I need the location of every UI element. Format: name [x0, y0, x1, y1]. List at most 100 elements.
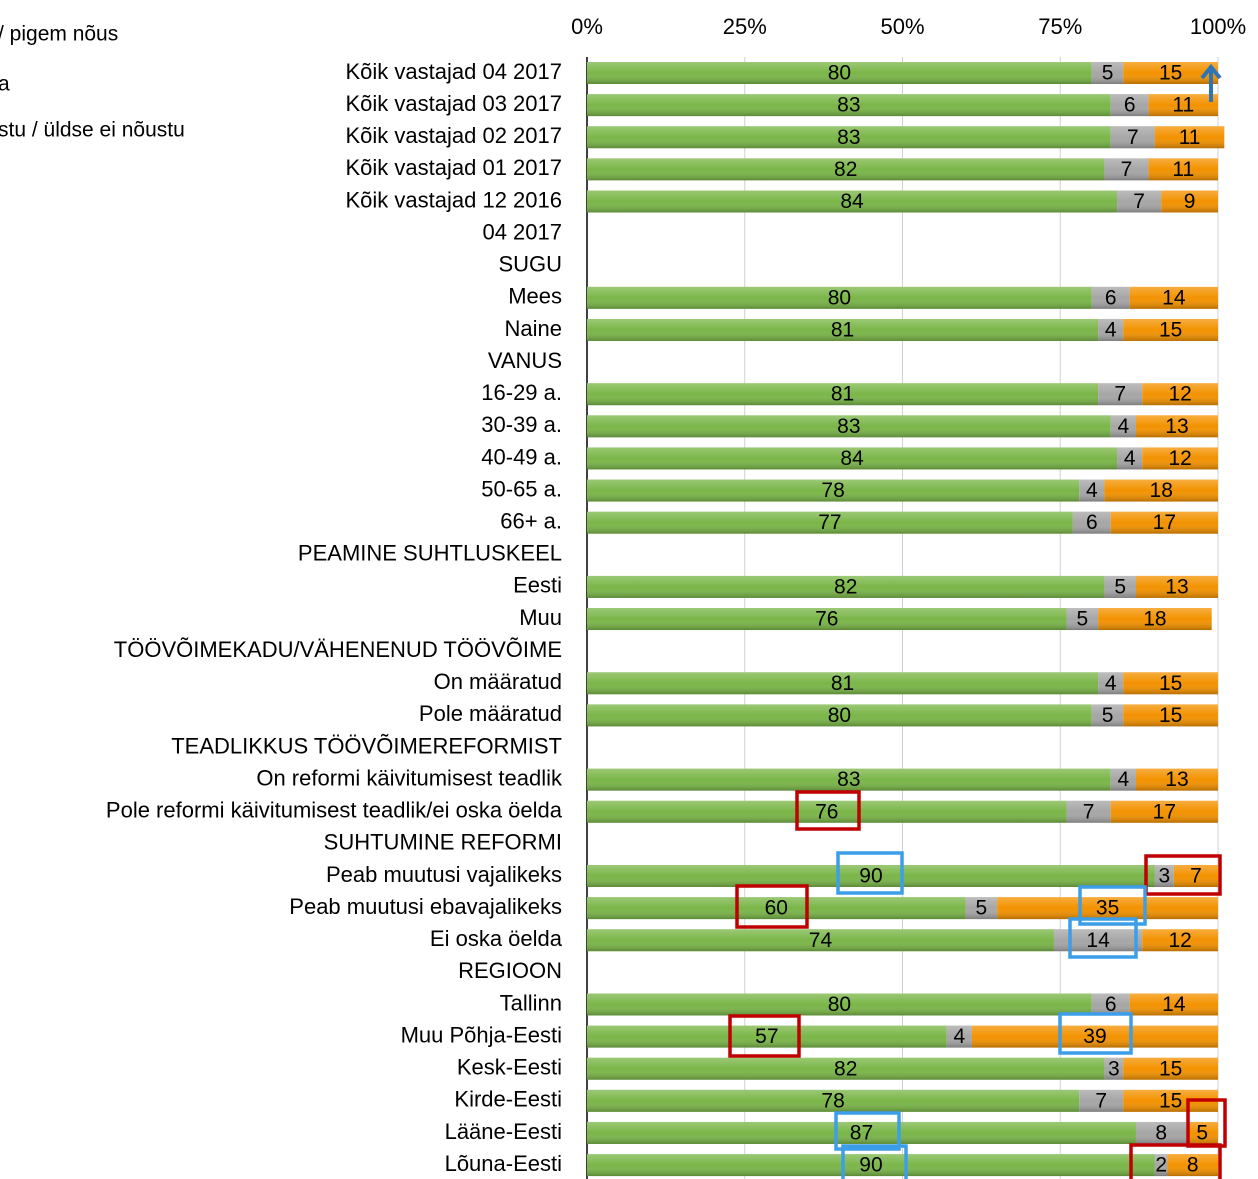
bar-shade — [587, 1121, 1136, 1144]
value-label: 4 — [1118, 768, 1130, 791]
bar-shade — [1142, 383, 1218, 406]
value-label: 7 — [1127, 126, 1139, 149]
bar-shade — [587, 800, 1067, 823]
bar-shade — [1148, 158, 1218, 181]
value-label: 5 — [1114, 575, 1126, 598]
value-label: 39 — [1083, 1025, 1106, 1048]
value-label: 5 — [976, 897, 988, 920]
bar-shade — [1098, 672, 1124, 695]
category-label: Lääne-Eesti — [445, 1119, 562, 1144]
bar-shade — [1154, 865, 1174, 887]
category-label: Peab muutusi ebavajalikeks — [289, 894, 562, 919]
value-label: 12 — [1168, 447, 1191, 470]
bar-shade — [1091, 286, 1130, 309]
bar-shade — [587, 62, 1092, 84]
bar-shade — [1091, 993, 1130, 1016]
highlight-box — [728, 1014, 801, 1058]
bar-shade — [1079, 479, 1105, 502]
value-label: 4 — [1118, 415, 1130, 438]
bar-shade — [587, 929, 1054, 952]
value-label: 7 — [1121, 158, 1133, 181]
x-tick-label: 50% — [880, 14, 924, 39]
category-label: Kesk-Eesti — [457, 1055, 562, 1080]
value-label: 18 — [1143, 608, 1166, 631]
bar-shade — [587, 158, 1105, 181]
value-label: 18 — [1150, 479, 1173, 502]
value-label: 6 — [1124, 94, 1136, 117]
value-label: 15 — [1159, 1057, 1182, 1080]
bar-shade — [1148, 94, 1218, 117]
value-label: 83 — [837, 94, 860, 117]
bar-shade — [587, 318, 1099, 341]
bar-shade — [587, 608, 1067, 631]
value-label: 14 — [1162, 286, 1186, 309]
value-label: 8 — [1155, 1122, 1167, 1145]
bar-shade — [1123, 1057, 1218, 1080]
value-label: 11 — [1172, 158, 1194, 181]
value-label: 7 — [1083, 800, 1095, 823]
highlight-box — [1129, 1143, 1222, 1179]
bar-shade — [587, 126, 1111, 149]
bar-shade — [1154, 126, 1225, 149]
bar-shade — [1110, 800, 1218, 823]
category-label: Peab muutusi vajalikeks — [326, 862, 562, 887]
value-label: 4 — [1124, 447, 1136, 470]
category-label: VANUS — [488, 348, 562, 373]
value-label: 84 — [840, 190, 864, 213]
bar-shade — [1098, 383, 1143, 406]
value-label: 80 — [828, 993, 851, 1016]
bar-shade — [1129, 286, 1218, 309]
bar-shade — [587, 1057, 1105, 1080]
value-label: 14 — [1162, 993, 1186, 1016]
category-label: Ei oska öelda — [430, 926, 563, 951]
category-label: Eesti — [513, 573, 562, 598]
highlight-box — [834, 1111, 901, 1151]
category-label: Pole reformi käivitumisest teadlik/ei os… — [106, 798, 563, 823]
bar-shade — [587, 768, 1111, 791]
value-label: 81 — [831, 672, 854, 695]
x-tick-label: 25% — [723, 14, 767, 39]
value-label: 17 — [1153, 511, 1176, 534]
bar-shade — [1110, 94, 1149, 117]
bar-shade — [1104, 158, 1149, 181]
bar-shade — [587, 897, 966, 920]
value-label: 4 — [953, 1025, 965, 1048]
bar-shade — [1173, 865, 1218, 887]
bar-shade — [997, 897, 1218, 920]
value-label: 82 — [834, 575, 857, 598]
category-label: 04 2017 — [482, 219, 562, 244]
value-label: 57 — [755, 1025, 778, 1048]
x-tick-label: 100% — [1190, 14, 1246, 39]
category-label: Pole määratud — [419, 701, 562, 726]
bar-shade — [587, 190, 1118, 213]
category-label: 50-65 a. — [481, 476, 562, 501]
bar-shade — [587, 1089, 1080, 1112]
bar-shade — [1135, 1121, 1187, 1144]
bar-shade — [1123, 318, 1218, 341]
bar-shade — [1135, 415, 1218, 438]
value-label: 82 — [834, 1057, 857, 1080]
bar-shade — [1066, 800, 1111, 823]
category-label: TÖÖVÕIMEKADU/VÄHENENUD TÖÖVÕIME — [114, 637, 562, 662]
bar-shade — [1110, 126, 1155, 149]
legend-label: / pigem nõus — [0, 23, 118, 46]
bar-shade — [587, 1025, 947, 1048]
category-label: Lõuna-Eesti — [445, 1151, 562, 1176]
bar-shade — [1091, 704, 1124, 727]
bar-shade — [1123, 62, 1218, 84]
bar-shade — [587, 286, 1092, 309]
category-label: REGIOON — [458, 958, 562, 983]
bar-shade — [587, 575, 1105, 598]
category-label: On reformi käivitumisest teadlik — [256, 765, 563, 790]
category-label: 16-29 a. — [481, 380, 562, 405]
bar-shade — [587, 993, 1092, 1016]
bar-shade — [1161, 190, 1218, 213]
value-label: 17 — [1153, 800, 1176, 823]
value-label: 74 — [809, 929, 833, 952]
value-label: 81 — [831, 319, 854, 342]
value-label: 9 — [1184, 190, 1196, 213]
value-label: 15 — [1159, 319, 1182, 342]
bar-shade — [587, 672, 1099, 695]
value-label: 78 — [821, 1089, 844, 1112]
bar-shade — [1117, 447, 1143, 470]
